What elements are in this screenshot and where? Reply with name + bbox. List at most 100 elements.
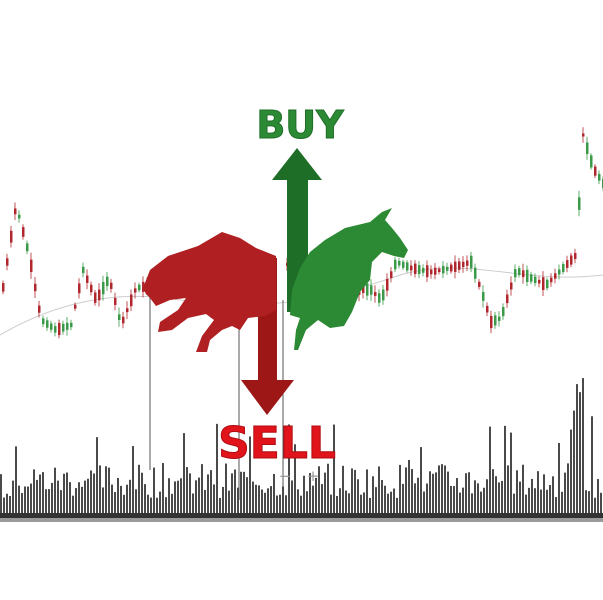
volume-bar [327,463,329,513]
volume-bar [15,446,17,513]
volume-bar [279,494,281,513]
volume-bar [138,464,140,513]
volume-bar [204,489,206,513]
volume-bar [600,492,602,513]
volume-bar [3,497,5,513]
volume-bar [537,471,539,513]
volume-bar [159,491,161,513]
volume-bar [264,492,266,513]
candle-body [558,269,561,275]
volume-bar [399,464,401,513]
candle-body [546,279,549,289]
volume-bar [336,495,338,513]
volume-bar [441,464,443,513]
candle-body [498,316,501,321]
zoom-out-button[interactable]: − [279,467,292,485]
volume-bar [228,490,230,513]
candle-body [574,252,577,260]
volume-bar [414,483,416,513]
volume-bar [480,491,482,513]
volume-bar [150,497,152,513]
volume-bar [114,492,116,513]
candle-body [38,305,41,313]
volume-bar [156,497,158,513]
volume-bar [405,467,407,513]
candle-body [110,282,113,289]
volume-bar [540,489,542,513]
volume-bar [102,487,104,513]
volume-bar [516,470,518,513]
volume-bar [330,494,332,513]
volume-bar [45,489,47,513]
volume-bar [543,474,545,513]
candle-body [426,265,429,278]
volume-bar [315,477,317,513]
volume-bar [477,483,479,513]
candle-body [482,291,485,301]
volume-bar [162,463,164,513]
volume-bar [549,484,551,513]
candle-body [126,308,129,313]
candle-body [578,197,581,210]
bear-icon [143,232,276,352]
volume-bar [111,484,113,513]
volume-bar [123,494,125,513]
volume-bar [396,497,398,513]
volume-bar [435,472,437,513]
volume-bar [201,464,203,513]
volume-bar [369,497,371,513]
volume-bar [189,473,191,513]
candle-body [134,288,137,293]
candle-body [66,322,69,330]
volume-bar [108,467,110,513]
candle-body [402,261,405,268]
candle-body [486,305,489,313]
candle-body [538,279,541,284]
candle-body [530,274,533,282]
volume-bar [483,487,485,513]
volume-bar [474,480,476,513]
volume-bar [579,392,581,513]
volume-bar [531,478,533,513]
candle-body [506,294,509,304]
candle-body [434,267,437,275]
candle-body [442,265,445,274]
candle-body [14,208,17,215]
volume-bar [348,493,350,513]
volume-bar [51,482,53,513]
volume-bar [0,474,2,513]
candle-body [390,271,393,279]
volume-bar [366,469,368,513]
volume-bar [207,474,209,513]
volume-bar [21,492,23,513]
volume-bar [462,487,464,513]
down-arrow-icon [241,380,294,415]
volume-bar [63,473,65,513]
volume-bar [309,473,311,513]
volume-bar [6,493,8,513]
volume-bar [18,485,20,513]
volume-bar [429,471,431,513]
volume-bar [423,491,425,513]
candle-body [122,316,125,324]
volume-bar [240,471,242,513]
volume-bar [42,472,44,513]
volume-bar [174,481,176,513]
volume-bar [390,491,392,513]
volume-bar [213,484,215,513]
candle-body [362,285,365,293]
volume-bar [573,410,575,513]
volume-bar [585,490,587,513]
candle-body [58,322,61,336]
volume-bar [234,469,236,513]
candle-body [82,266,85,274]
candle-body [18,214,21,219]
volume-bar [345,490,347,513]
volume-bar [210,470,212,513]
candle-body [378,293,381,303]
zoom-in-button[interactable]: + [307,467,320,485]
candle-body [418,265,421,275]
chart-baseline [0,513,603,518]
volume-bar [81,486,83,513]
volume-bar [468,472,470,513]
